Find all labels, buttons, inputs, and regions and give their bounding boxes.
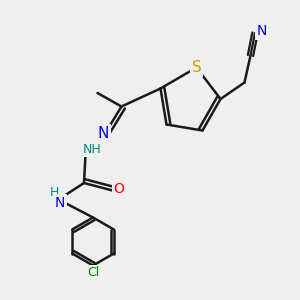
- Text: NH: NH: [83, 142, 101, 156]
- Text: N: N: [98, 126, 109, 141]
- Text: H: H: [50, 186, 60, 200]
- Text: N: N: [256, 25, 267, 38]
- Text: Cl: Cl: [87, 266, 99, 280]
- Text: O: O: [114, 182, 124, 196]
- Text: N: N: [55, 196, 65, 210]
- Text: S: S: [192, 60, 201, 75]
